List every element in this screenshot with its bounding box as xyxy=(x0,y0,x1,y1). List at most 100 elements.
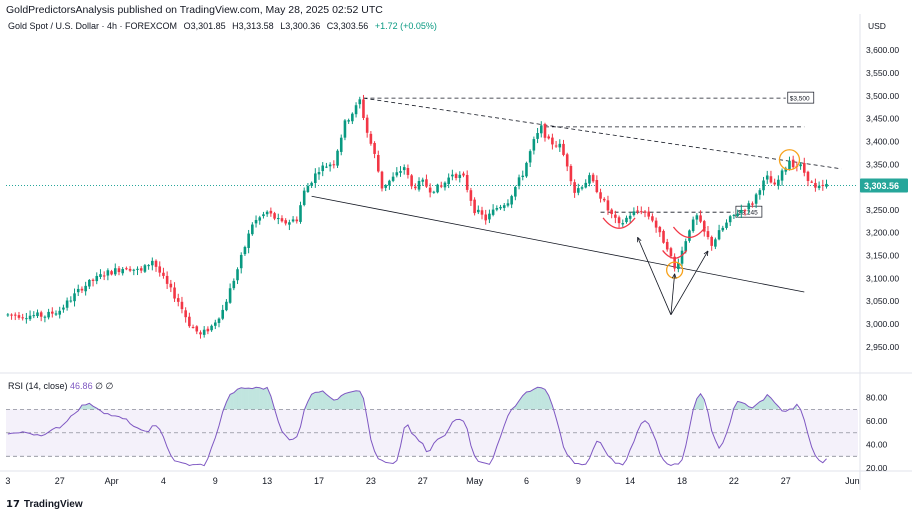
candle-body xyxy=(417,180,421,190)
candle-body xyxy=(451,174,454,177)
candle-body xyxy=(188,316,191,327)
candle-body xyxy=(125,268,128,270)
candle-body xyxy=(210,325,213,331)
time-tick-label: 27 xyxy=(781,476,791,486)
candle-body xyxy=(736,213,739,216)
candle-body xyxy=(521,175,525,177)
price-tick-label: 3,550.00 xyxy=(866,68,899,78)
price-tick-label: 3,150.00 xyxy=(866,251,899,261)
price-tick-label: 3,350.00 xyxy=(866,159,899,169)
candle-body xyxy=(13,314,17,316)
candle-body xyxy=(621,223,625,225)
candle-body xyxy=(580,187,584,189)
time-tick-label: May xyxy=(466,476,484,486)
rsi-overbought-fill xyxy=(700,393,705,410)
rsi-overbought-fill xyxy=(737,401,742,410)
candle-body xyxy=(384,185,387,188)
rsi-overbought-fill xyxy=(533,387,538,410)
rsi-overbought-fill xyxy=(356,390,360,410)
time-tick-label: 4 xyxy=(161,476,166,486)
candle-body xyxy=(702,221,706,232)
candle-body xyxy=(695,215,699,220)
candle-body xyxy=(299,205,302,222)
candle-body xyxy=(180,301,184,310)
rsi-overbought-fill xyxy=(319,390,323,410)
level-label: $3,500 xyxy=(790,96,810,103)
candle-body xyxy=(636,210,639,212)
rsi-overbought-fill xyxy=(541,387,545,410)
candle-body xyxy=(610,209,613,214)
symbol-name[interactable]: Gold Spot / U.S. Dollar · 4h · FOREXCOM xyxy=(8,21,178,31)
current-price-badge xyxy=(860,178,908,193)
candle-body xyxy=(402,167,406,171)
time-tick-label: 23 xyxy=(366,476,376,486)
candle-body xyxy=(499,206,502,209)
candle-body xyxy=(551,137,554,145)
candle-body xyxy=(199,332,202,335)
pattern-markers xyxy=(602,149,801,316)
candle-body xyxy=(236,269,239,281)
candle-body xyxy=(258,217,262,221)
arrow-head xyxy=(703,250,709,256)
candle-body xyxy=(788,160,791,170)
candle-body xyxy=(591,174,595,182)
rsi-overbought-fill xyxy=(311,392,316,410)
candle-body xyxy=(628,215,632,219)
rsi-overbought-fill xyxy=(315,392,320,410)
time-tick-label: 27 xyxy=(55,476,65,486)
candle-body xyxy=(814,182,817,188)
rsi-overbought-fill xyxy=(756,401,760,410)
price-tick-label: 3,600.00 xyxy=(866,45,899,55)
candle-body xyxy=(269,210,273,214)
rsi-label[interactable]: RSI (14, close) xyxy=(8,381,68,391)
candle-body xyxy=(791,159,795,168)
candle-body xyxy=(547,136,550,139)
candle-body xyxy=(617,217,621,224)
candle-body xyxy=(343,120,347,138)
price-chart[interactable]: $3,500 $3,245 USD 3,600.00 3,550.00 3,500.00… xyxy=(0,0,912,490)
rsi-overbought-fill xyxy=(226,394,231,410)
candle-body xyxy=(784,168,788,172)
candle-body xyxy=(410,175,413,187)
candle-body xyxy=(332,164,336,166)
candle-body xyxy=(280,218,284,222)
candle-body xyxy=(276,218,280,220)
candle-body xyxy=(654,220,658,228)
candle-body xyxy=(662,230,665,243)
candle-body xyxy=(536,133,539,139)
candle-body xyxy=(173,287,176,299)
candle-body xyxy=(751,203,754,205)
rsi-overbought-fill xyxy=(89,403,94,410)
rsi-overbought-fill xyxy=(230,392,234,410)
candle-body xyxy=(47,311,50,318)
candle-body xyxy=(573,182,576,193)
candle-body xyxy=(810,181,813,183)
candle-body xyxy=(143,265,147,272)
rsi-tick-label: 60.00 xyxy=(866,416,888,426)
candle-body xyxy=(502,205,506,208)
rsi-overbought-fill xyxy=(341,393,345,410)
candle-body xyxy=(469,190,473,201)
candle-body xyxy=(388,180,391,186)
price-tick-label: 2,950.00 xyxy=(866,342,899,352)
candle-body xyxy=(595,179,599,193)
candle-body xyxy=(562,143,565,155)
rsi-overbought-fill xyxy=(522,391,527,410)
rsi-overbought-fill xyxy=(526,391,531,410)
trendline xyxy=(363,97,842,170)
candle-body xyxy=(558,143,562,148)
candle-body xyxy=(517,177,521,187)
candle-body xyxy=(295,219,299,222)
candle-body xyxy=(362,99,365,118)
rsi-overbought-fill xyxy=(767,394,771,410)
candle-body xyxy=(484,214,488,221)
candle-body xyxy=(432,191,436,193)
brand-name[interactable]: TradingView xyxy=(23,499,83,510)
rsi-overbought-fill xyxy=(241,387,245,410)
candle-body xyxy=(428,187,432,193)
candle-body xyxy=(65,300,69,308)
candle-body xyxy=(336,150,339,166)
candle-body xyxy=(806,171,810,181)
rsi-extra-2: ∅ xyxy=(105,381,114,391)
currency-label: USD xyxy=(868,21,886,31)
